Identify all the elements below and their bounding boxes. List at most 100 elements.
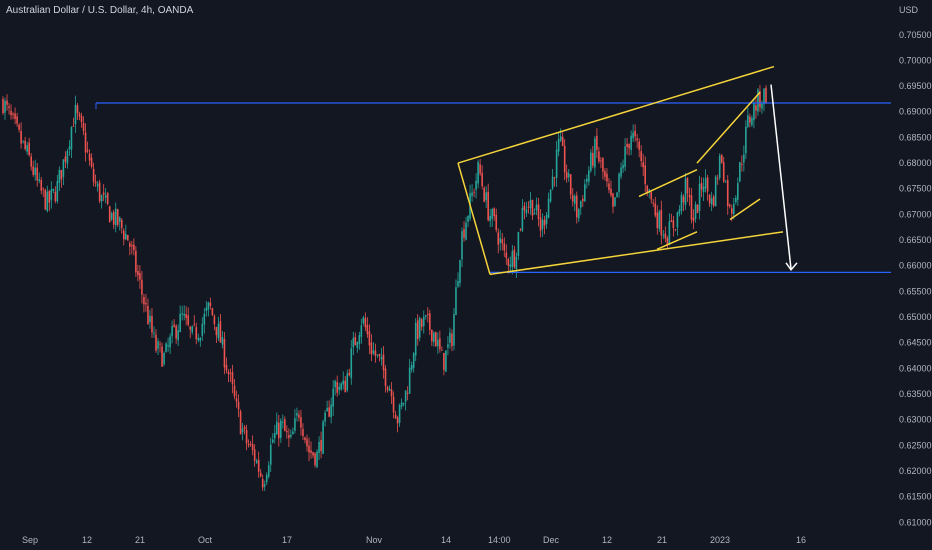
candle-body[interactable] <box>36 167 39 181</box>
candle-body[interactable] <box>435 332 437 347</box>
candle-body[interactable] <box>175 326 177 339</box>
candle-body[interactable] <box>730 208 733 214</box>
candle-body[interactable] <box>525 209 528 214</box>
candle-body[interactable] <box>209 302 212 306</box>
candle-body[interactable] <box>80 115 83 122</box>
candle-body[interactable] <box>205 307 208 312</box>
candle-body[interactable] <box>96 183 99 187</box>
candle-body[interactable] <box>92 168 95 182</box>
candle-body[interactable] <box>567 173 570 178</box>
candle-body[interactable] <box>141 279 143 295</box>
candle-body[interactable] <box>344 380 347 393</box>
candle-body[interactable] <box>700 182 703 190</box>
candle-body[interactable] <box>398 405 401 423</box>
candle-body[interactable] <box>386 386 389 390</box>
candle-body[interactable] <box>278 422 280 439</box>
candle-body[interactable] <box>642 162 644 168</box>
candle-body[interactable] <box>445 350 447 372</box>
candle-body[interactable] <box>207 302 210 310</box>
candle-body[interactable] <box>249 443 252 445</box>
candle-body[interactable] <box>231 371 234 385</box>
candle-body[interactable] <box>616 192 618 197</box>
candle-body[interactable] <box>74 104 77 125</box>
candle-body[interactable] <box>473 191 475 193</box>
candle-body[interactable] <box>465 222 467 240</box>
candle-body[interactable] <box>106 192 109 205</box>
candle-body[interactable] <box>690 195 693 220</box>
candle-body[interactable] <box>288 434 290 438</box>
candle-body[interactable] <box>76 105 79 114</box>
candle-body[interactable] <box>670 220 673 223</box>
candle-body[interactable] <box>561 136 564 146</box>
candle-body[interactable] <box>114 208 117 226</box>
candle-body[interactable] <box>638 141 640 150</box>
candle-body[interactable] <box>259 472 262 477</box>
candle-body[interactable] <box>24 140 26 149</box>
candle-body[interactable] <box>664 233 667 239</box>
candle-body[interactable] <box>116 209 119 225</box>
candle-body[interactable] <box>511 251 514 267</box>
candle-body[interactable] <box>133 244 135 251</box>
candle-body[interactable] <box>394 414 397 419</box>
candle-body[interactable] <box>610 188 612 196</box>
candle-body[interactable] <box>255 460 258 463</box>
candle-body[interactable] <box>539 217 542 231</box>
candle-body[interactable] <box>10 110 12 116</box>
candle-body[interactable] <box>127 234 129 241</box>
candle-body[interactable] <box>692 217 695 222</box>
candle-body[interactable] <box>294 418 296 431</box>
candle-body[interactable] <box>271 439 274 443</box>
candle-body[interactable] <box>710 198 713 205</box>
candle-body[interactable] <box>197 338 200 341</box>
candle-body[interactable] <box>579 201 582 208</box>
candle-body[interactable] <box>437 339 439 347</box>
candle-body[interactable] <box>499 238 502 243</box>
candle-body[interactable] <box>149 315 151 323</box>
candle-body[interactable] <box>559 136 562 141</box>
candle-body[interactable] <box>374 350 377 356</box>
candle-body[interactable] <box>491 209 494 219</box>
candle-body[interactable] <box>628 144 630 149</box>
candle-body[interactable] <box>459 260 461 284</box>
candle-body[interactable] <box>751 118 753 126</box>
candle-body[interactable] <box>336 381 338 393</box>
candle-body[interactable] <box>622 164 624 169</box>
candle-body[interactable] <box>626 143 628 147</box>
candle-body[interactable] <box>314 453 316 466</box>
candle-body[interactable] <box>640 151 642 162</box>
candle-body[interactable] <box>78 113 81 117</box>
candle-body[interactable] <box>497 232 500 245</box>
candle-body[interactable] <box>698 183 701 211</box>
candle-body[interactable] <box>181 313 183 315</box>
candle-body[interactable] <box>352 338 355 348</box>
candle-body[interactable] <box>588 170 590 182</box>
candle-body[interactable] <box>362 317 365 324</box>
candle-body[interactable] <box>4 100 6 113</box>
candle-body[interactable] <box>706 177 709 192</box>
candle-body[interactable] <box>28 142 30 156</box>
candle-body[interactable] <box>70 127 73 150</box>
candle-body[interactable] <box>400 402 403 407</box>
candle-body[interactable] <box>634 130 636 137</box>
candle-body[interactable] <box>632 132 634 139</box>
candle-body[interactable] <box>722 162 725 182</box>
candle-body[interactable] <box>553 177 556 179</box>
candle-body[interactable] <box>18 124 20 130</box>
candle-body[interactable] <box>6 100 8 105</box>
candle-body[interactable] <box>467 215 469 222</box>
trendline[interactable] <box>656 231 698 250</box>
candle-body[interactable] <box>122 230 125 240</box>
candle-body[interactable] <box>263 484 266 487</box>
candle-body[interactable] <box>34 167 37 175</box>
candle-body[interactable] <box>418 317 421 338</box>
candle-body[interactable] <box>189 326 192 330</box>
candle-body[interactable] <box>312 452 314 456</box>
candle-body[interactable] <box>505 252 508 259</box>
candle-body[interactable] <box>14 113 16 119</box>
candle-body[interactable] <box>308 445 310 453</box>
candle-body[interactable] <box>515 256 518 269</box>
candle-body[interactable] <box>364 317 367 328</box>
candle-body[interactable] <box>322 421 324 454</box>
candle-body[interactable] <box>495 214 498 230</box>
candle-body[interactable] <box>461 231 463 260</box>
